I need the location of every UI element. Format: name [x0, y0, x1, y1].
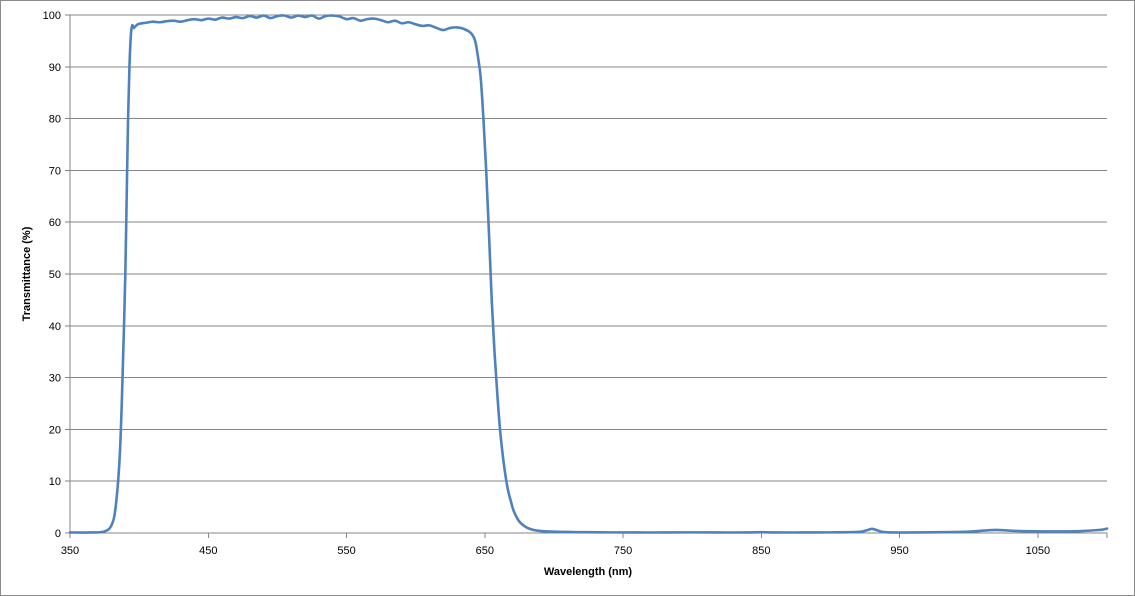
y-tick-label: 70 [49, 165, 61, 177]
x-tick-label: 850 [752, 545, 770, 557]
x-tick-label: 1050 [1026, 545, 1050, 557]
y-tick-label: 50 [49, 269, 61, 281]
series-line-0 [68, 14, 1109, 534]
y-tick-label: 30 [49, 373, 61, 385]
y-tick-label: 80 [49, 114, 61, 126]
gridlines [70, 14, 1107, 482]
y-tick-label: 90 [49, 62, 61, 74]
x-axis-title: Wavelength (nm) [544, 566, 633, 578]
x-tick-label: 750 [614, 545, 632, 557]
x-tick-label: 450 [199, 545, 217, 557]
x-tick-label: 950 [890, 545, 908, 557]
tick-labels: 0 10 20 30 40 50 60 70 80 90 100 350 450 550 650 750 850… [43, 10, 1050, 557]
y-tick-label: 100 [43, 10, 61, 22]
x-tick-label: 550 [337, 545, 355, 557]
y-tick-label: 40 [49, 321, 61, 333]
y-tick-label: 10 [49, 476, 61, 488]
x-tick-label: 650 [476, 545, 494, 557]
y-axis-title: Transmittance (%) [21, 226, 33, 321]
axes [65, 14, 1108, 538]
series-layer [68, 14, 1109, 534]
y-tick-label: 20 [49, 424, 61, 436]
y-tick-label: 60 [49, 217, 61, 229]
y-tick-label: 0 [55, 528, 61, 540]
x-tick-label: 350 [61, 545, 79, 557]
